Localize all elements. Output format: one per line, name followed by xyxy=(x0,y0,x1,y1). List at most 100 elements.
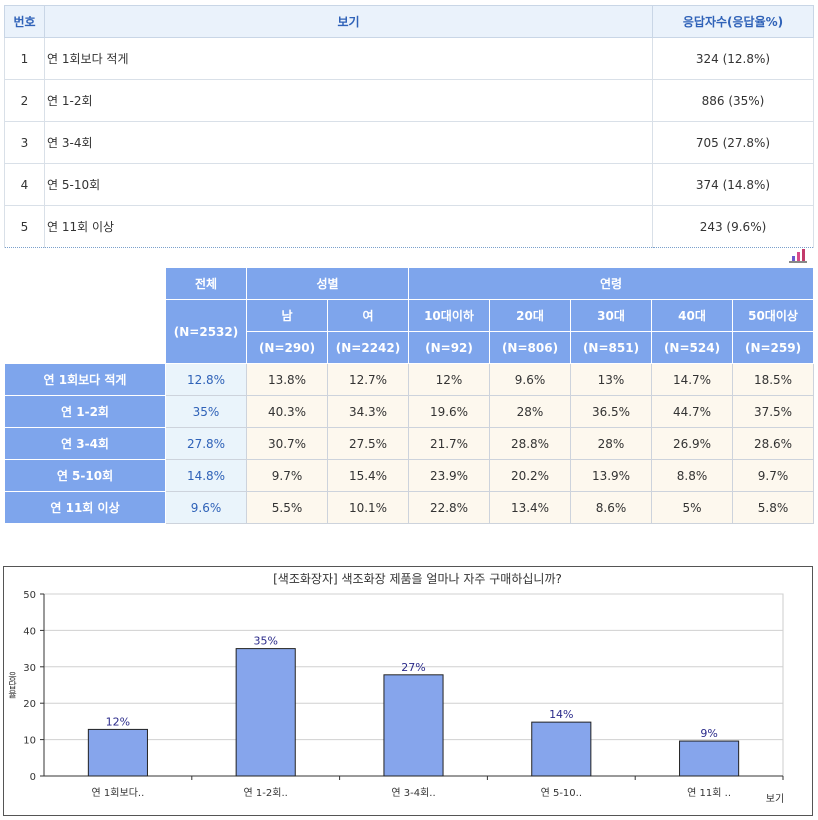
crosstab-value-cell: 5.5% xyxy=(246,491,328,524)
crosstab-value-cell: 8.8% xyxy=(651,459,733,492)
crosstab-value-cell: 40.3% xyxy=(246,395,328,428)
gender-col-n: (N=290) xyxy=(246,331,328,364)
gender-col-label: 남 xyxy=(246,299,328,332)
crosstab-total-cell: 9.6% xyxy=(165,491,247,524)
row-count: 243 (9.6%) xyxy=(652,205,814,248)
x-tick-label: 연 1-2회.. xyxy=(244,787,288,799)
bar xyxy=(531,721,592,777)
row-count: 324 (12.8%) xyxy=(652,37,814,80)
crosstab-row: 연 3-4회 27.8% 30.7% 27.5% 21.7% 28.8% 28% 26.9% 2… xyxy=(4,427,815,460)
row-number: 2 xyxy=(4,79,45,122)
crosstab-value-cell: 12.7% xyxy=(327,363,409,396)
crosstab-value-cell: 13.8% xyxy=(246,363,328,396)
bar xyxy=(87,728,148,777)
age-col-n: (N=851) xyxy=(570,331,652,364)
crosstab-value-cell: 36.5% xyxy=(570,395,652,428)
x-tick-label: 연 1회보다.. xyxy=(92,787,145,799)
crosstab-value-cell: 44.7% xyxy=(651,395,733,428)
age-col-n: (N=92) xyxy=(408,331,490,364)
row-number: 1 xyxy=(4,37,45,80)
crosstab-value-cell: 22.8% xyxy=(408,491,490,524)
header-option: 보기 xyxy=(44,5,653,38)
y-tick-label: 40 xyxy=(23,626,36,637)
bar-data-label: 9% xyxy=(700,727,717,740)
row-option: 연 1회보다 적게 xyxy=(44,37,653,80)
crosstab-value-cell: 28.6% xyxy=(731,427,815,460)
crosstab-value-cell: 37.5% xyxy=(731,395,815,428)
y-axis-label: 응답율 xyxy=(6,671,16,698)
age-col-label: 50대이상 xyxy=(731,299,815,332)
row-option: 연 3-4회 xyxy=(44,121,653,164)
age-col-label: 40대 xyxy=(651,299,733,332)
crosstab-row: 연 5-10회 14.8% 9.7% 15.4% 23.9% 20.2% 13.9% 8.8%… xyxy=(4,459,815,492)
row-number: 5 xyxy=(4,205,45,248)
crosstab-row: 연 1-2회 35% 40.3% 34.3% 19.6% 28% 36.5% 44.7% 37.… xyxy=(4,395,815,428)
bar-data-label: 14% xyxy=(549,708,573,721)
crosstab-value-cell: 8.6% xyxy=(570,491,652,524)
crosstab-total-cell: 12.8% xyxy=(165,363,247,396)
crosstab-value-cell: 28% xyxy=(489,395,571,428)
crosstab-value-cell: 12% xyxy=(408,363,490,396)
age-col-n: (N=806) xyxy=(489,331,571,364)
crosstab-row-label: 연 1회보다 적게 xyxy=(4,363,166,396)
crosstab-table: 전체 성별 연령 (N=2532) 남 여 10대이하 20대 30대 40대 50대이상 … xyxy=(4,267,815,524)
crosstab-value-cell: 5% xyxy=(651,491,733,524)
crosstab-row-label: 연 3-4회 xyxy=(4,427,166,460)
bar-chart: [색조화장자] 색조화장 제품을 얼마나 자주 구매하십니까? 0 10 20 30 40… xyxy=(3,566,813,816)
age-col-n: (N=524) xyxy=(651,331,733,364)
row-count: 374 (14.8%) xyxy=(652,163,814,206)
crosstab-row: 연 1회보다 적게 12.8% 13.8% 12.7% 12% 9.6% 13% 14.7% 1… xyxy=(4,363,815,396)
bar xyxy=(383,674,444,777)
crosstab-value-cell: 28% xyxy=(570,427,652,460)
crosstab-total-cell: 35% xyxy=(165,395,247,428)
crosstab-value-cell: 30.7% xyxy=(246,427,328,460)
gender-header: 성별 xyxy=(246,267,409,300)
crosstab-value-cell: 27.5% xyxy=(327,427,409,460)
row-number: 4 xyxy=(4,163,45,206)
y-tick-label: 0 xyxy=(30,772,36,783)
x-tick-label: 연 5-10.. xyxy=(541,787,582,799)
crosstab-value-cell: 9.7% xyxy=(731,459,815,492)
header-count: 응답자수(응답율%) xyxy=(652,5,814,38)
row-number: 3 xyxy=(4,121,45,164)
crosstab-value-cell: 20.2% xyxy=(489,459,571,492)
crosstab-total-cell: 27.8% xyxy=(165,427,247,460)
row-count: 705 (27.8%) xyxy=(652,121,814,164)
crosstab-row-label: 연 1-2회 xyxy=(4,395,166,428)
row-option: 연 5-10회 xyxy=(44,163,653,206)
crosstab-corner xyxy=(4,267,166,364)
bar-data-label: 27% xyxy=(401,661,425,674)
crosstab-row: 연 11회 이상 9.6% 5.5% 10.1% 22.8% 13.4% 8.6% 5% 5.8… xyxy=(4,491,815,524)
crosstab-value-cell: 18.5% xyxy=(731,363,815,396)
age-col-n: (N=259) xyxy=(731,331,815,364)
crosstab-row-label: 연 5-10회 xyxy=(4,459,166,492)
crosstab-value-cell: 15.4% xyxy=(327,459,409,492)
header-no: 번호 xyxy=(4,5,45,38)
bar-chart-icon[interactable] xyxy=(789,249,807,263)
crosstab-value-cell: 26.9% xyxy=(651,427,733,460)
bar xyxy=(679,740,740,777)
age-col-label: 20대 xyxy=(489,299,571,332)
row-option: 연 1-2회 xyxy=(44,79,653,122)
bar-data-label: 35% xyxy=(253,635,277,648)
crosstab-value-cell: 13% xyxy=(570,363,652,396)
crosstab-value-cell: 13.4% xyxy=(489,491,571,524)
age-col-label: 10대이하 xyxy=(408,299,490,332)
crosstab-value-cell: 10.1% xyxy=(327,491,409,524)
crosstab-value-cell: 21.7% xyxy=(408,427,490,460)
bar xyxy=(235,648,296,777)
crosstab-value-cell: 19.6% xyxy=(408,395,490,428)
crosstab-value-cell: 28.8% xyxy=(489,427,571,460)
bar-data-label: 12% xyxy=(106,715,130,728)
age-col-label: 30대 xyxy=(570,299,652,332)
y-tick-label: 10 xyxy=(23,736,36,747)
age-header: 연령 xyxy=(407,267,815,300)
response-table-header: 번호 보기 응답자수(응답율%) xyxy=(4,5,814,38)
y-tick-label: 30 xyxy=(23,663,36,674)
x-tick-label: 연 11회 .. xyxy=(687,787,731,799)
